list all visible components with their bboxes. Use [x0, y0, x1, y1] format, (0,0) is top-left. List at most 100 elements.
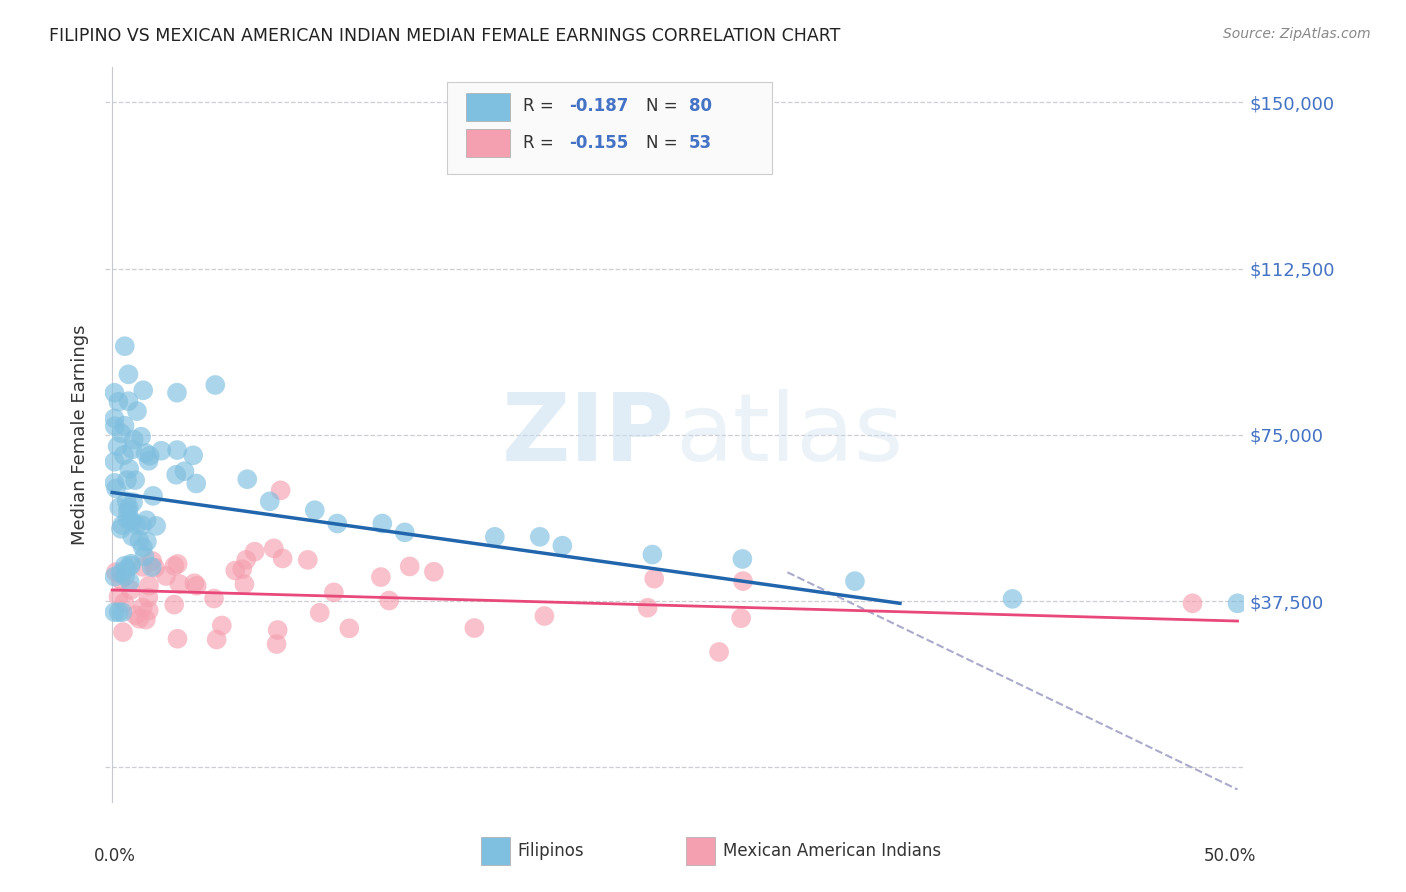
Point	[111, 625, 134, 640]
Point	[118, 462, 141, 476]
Text: R =: R =	[523, 134, 560, 152]
Point	[337, 621, 360, 635]
Point	[211, 618, 233, 632]
Point	[142, 489, 165, 503]
Point	[114, 339, 136, 353]
Bar	[467, 93, 510, 120]
Point	[103, 605, 125, 619]
Point	[120, 558, 142, 573]
Point	[326, 516, 349, 531]
Point	[115, 494, 138, 508]
Point	[378, 593, 401, 607]
Point	[166, 557, 188, 571]
Point	[643, 572, 665, 586]
Point	[138, 454, 160, 468]
Point	[135, 613, 157, 627]
Point	[111, 518, 134, 533]
Point	[138, 591, 160, 605]
Text: Source: ZipAtlas.com: Source: ZipAtlas.com	[1223, 27, 1371, 41]
Point	[110, 522, 132, 536]
Text: N =: N =	[647, 97, 683, 115]
Point	[125, 404, 148, 418]
Point	[103, 411, 125, 425]
Point	[484, 530, 506, 544]
Point	[138, 449, 160, 463]
Bar	[686, 838, 714, 865]
FancyBboxPatch shape	[447, 81, 772, 174]
Point	[110, 573, 132, 587]
Point	[103, 569, 125, 583]
Point	[183, 576, 205, 591]
Point	[266, 637, 288, 651]
Point	[129, 430, 152, 444]
Point	[110, 426, 132, 441]
Point	[135, 446, 157, 460]
Point	[730, 611, 752, 625]
Point	[132, 560, 155, 574]
Point	[1226, 596, 1249, 610]
Point	[115, 473, 138, 487]
Point	[120, 582, 142, 597]
Point	[155, 569, 177, 583]
Point	[173, 464, 195, 478]
Point	[371, 516, 394, 531]
Point	[120, 512, 142, 526]
Point	[370, 570, 392, 584]
Point	[271, 551, 294, 566]
Point	[115, 562, 138, 576]
Point	[111, 605, 134, 619]
Point	[169, 577, 191, 591]
Point	[122, 495, 145, 509]
Bar	[467, 129, 510, 157]
Point	[551, 539, 574, 553]
Text: -0.155: -0.155	[569, 134, 628, 152]
Point	[204, 378, 226, 392]
Point	[132, 384, 155, 398]
Point	[125, 518, 148, 533]
Point	[128, 533, 150, 548]
Text: 80: 80	[689, 97, 711, 115]
Point	[117, 504, 139, 518]
Point	[121, 442, 143, 457]
Point	[423, 565, 446, 579]
Text: R =: R =	[523, 97, 560, 115]
Point	[165, 467, 187, 482]
Bar	[481, 838, 510, 865]
Point	[529, 530, 551, 544]
Point	[107, 394, 129, 409]
Point	[166, 443, 188, 458]
Point	[118, 500, 141, 515]
Point	[141, 554, 163, 568]
Point	[259, 494, 281, 508]
Point	[163, 558, 186, 573]
Point	[398, 559, 420, 574]
Point	[205, 632, 228, 647]
Text: 0.0%: 0.0%	[94, 847, 136, 865]
Point	[236, 472, 259, 486]
Point	[108, 500, 131, 515]
Point	[118, 574, 141, 589]
Point	[304, 503, 326, 517]
Point	[135, 534, 157, 549]
Text: -0.187: -0.187	[569, 97, 628, 115]
Point	[124, 473, 146, 487]
Point	[121, 529, 143, 543]
Point	[138, 579, 160, 593]
Point	[322, 585, 344, 599]
Text: N =: N =	[647, 134, 683, 152]
Text: Filipinos: Filipinos	[517, 842, 585, 861]
Point	[844, 574, 866, 589]
Point	[243, 544, 266, 558]
Text: atlas: atlas	[675, 389, 903, 481]
Point	[107, 439, 129, 453]
Point	[163, 598, 186, 612]
Point	[120, 557, 142, 571]
Point	[117, 368, 139, 382]
Point	[308, 606, 330, 620]
Point	[224, 564, 246, 578]
Point	[114, 418, 136, 433]
Point	[463, 621, 485, 635]
Point	[263, 541, 285, 556]
Point	[131, 518, 153, 533]
Point	[186, 579, 208, 593]
